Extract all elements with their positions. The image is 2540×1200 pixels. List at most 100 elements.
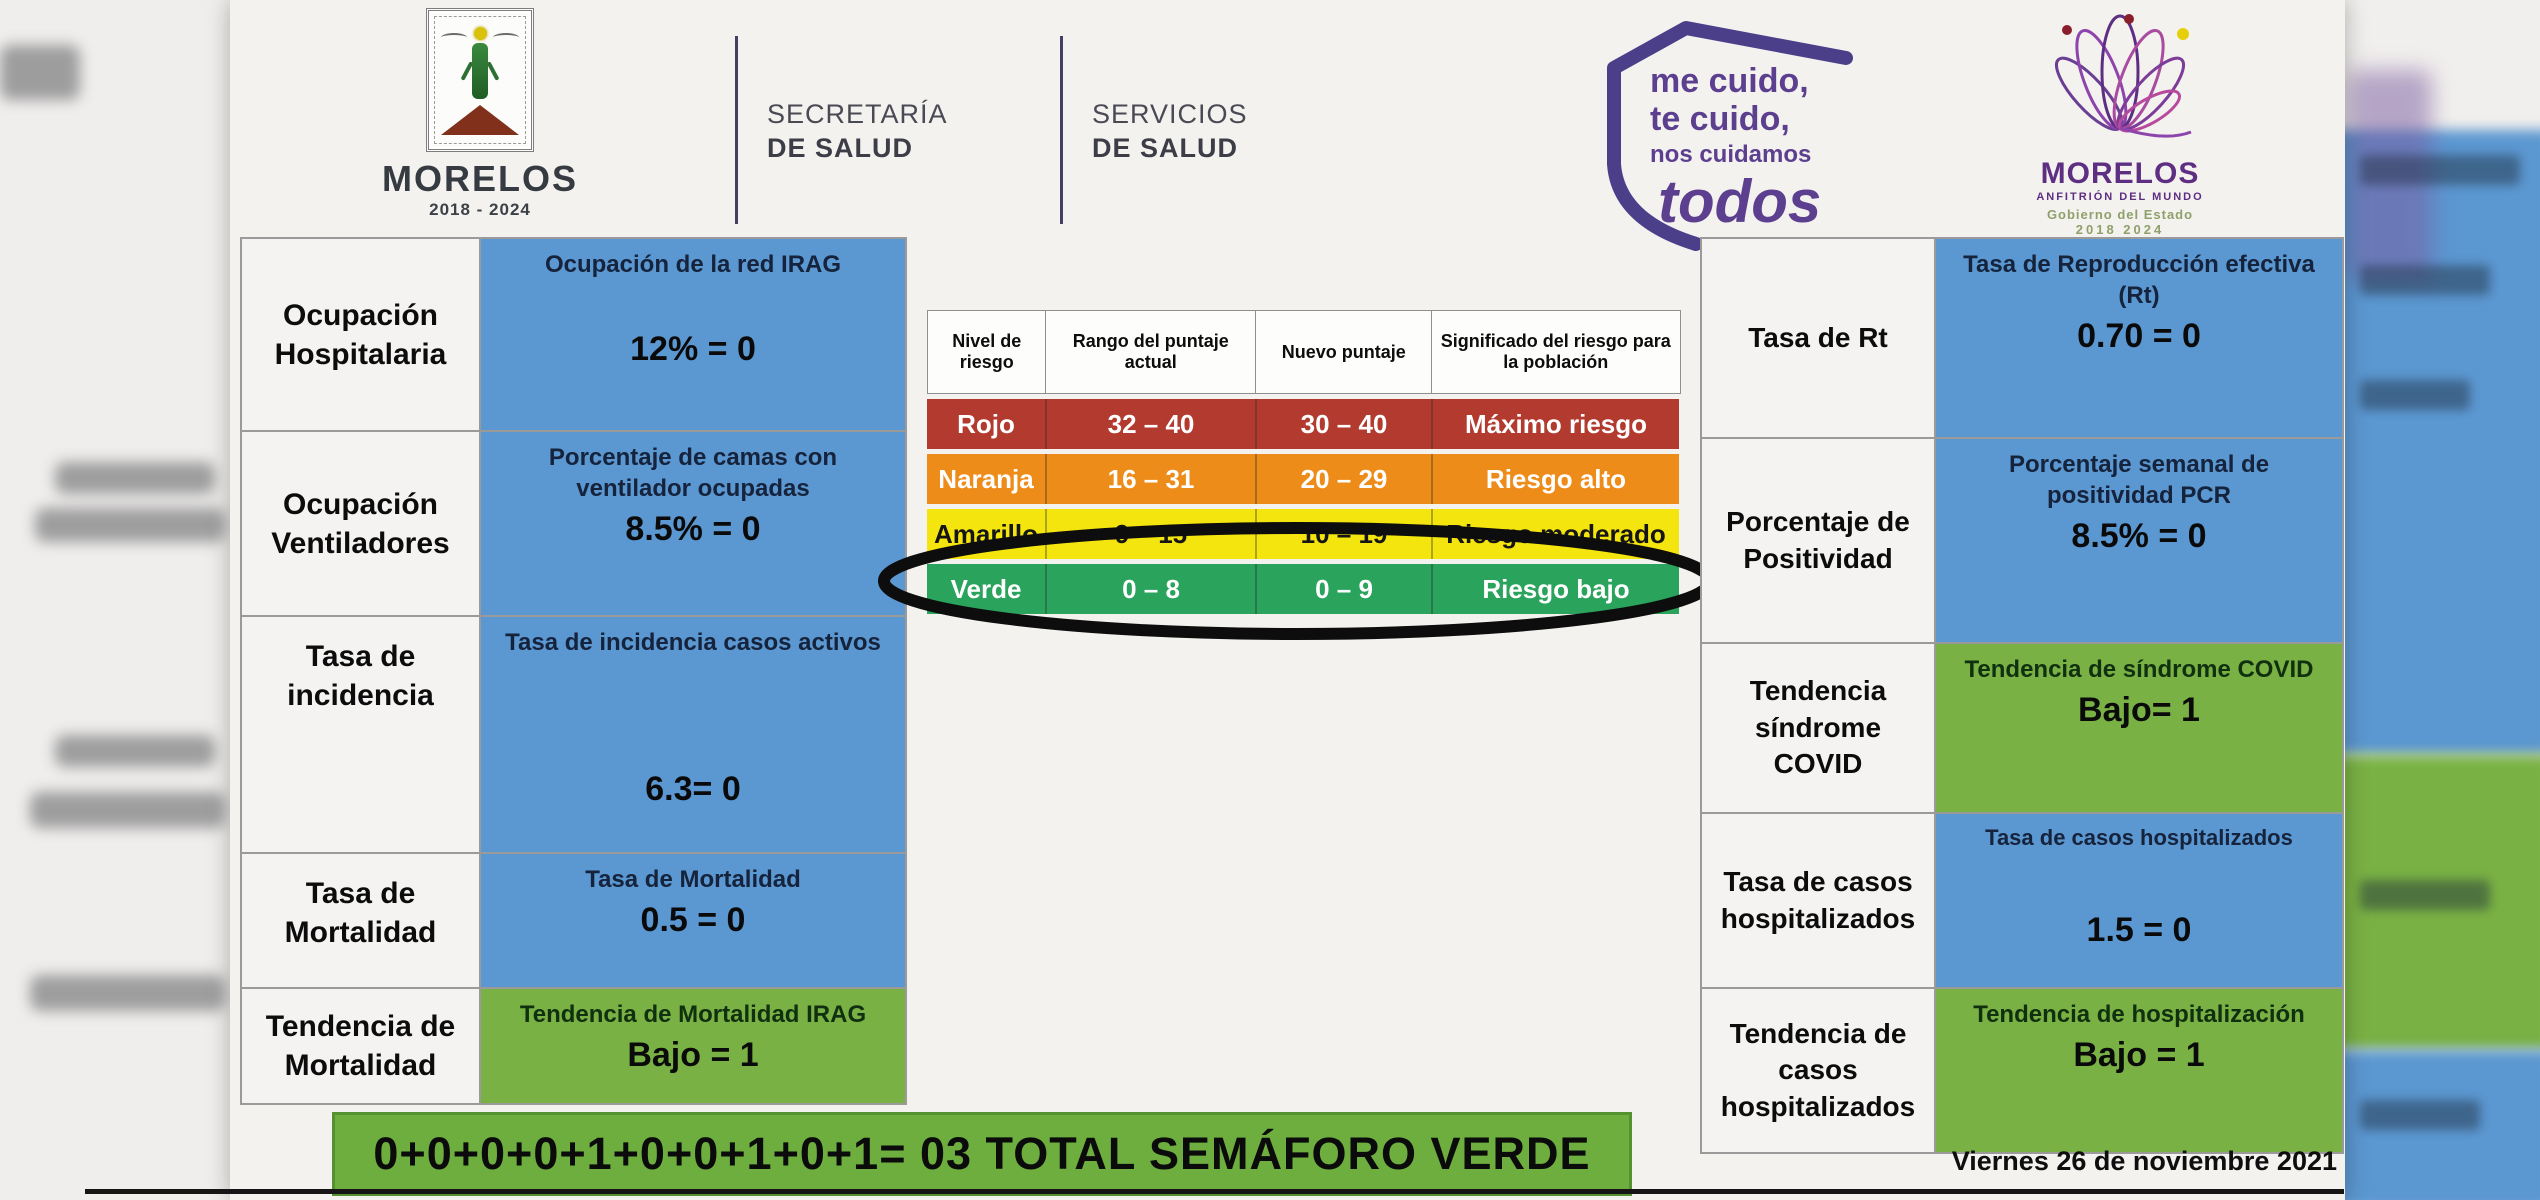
right-indicators-table: Tasa de Rt Tasa de Reproducción efectiva… [1700,237,2344,1154]
risk-header-cell: Significado del riesgo para la población [1431,310,1681,394]
bulletin-panel: MORELOS 2018 - 2024 SECRETARÍA DE SALUD … [230,0,2345,1200]
risk-table-header: Nivel de riesgo Rango del puntaje actual… [927,310,1681,394]
metric-text: Tendencia de hospitalización [1973,1001,2305,1028]
sun-icon [474,27,487,40]
blur-logo-smudge [2348,70,2432,280]
metric-value: Bajo = 1 [627,1036,759,1075]
risk-header-cell: Nivel de riesgo [927,310,1047,394]
morelos-anfitrion-logo: MORELOS ANFITRIÓN DEL MUNDO Gobierno del… [2005,10,2235,237]
indicator-value-cell: Tasa de Mortalidad 0.5 = 0 [481,854,905,987]
metric-text: Ocupación de la red IRAG [544,251,842,278]
risk-meaning: Máximo riesgo [1431,399,1679,449]
blurred-right-margin [2344,0,2540,1200]
secretaria-de-salud-logo: SECRETARÍA DE SALUD [767,98,948,166]
badge-line3: nos cuidamos [1650,141,1811,168]
risk-level: Naranja [938,463,1034,494]
metric-value: 8.5% = 0 [625,510,761,549]
indicator-label: Ocupación Ventiladores [242,432,479,615]
metric-value: 0.70 = 0 [2077,317,2201,356]
indicator-value-cell: Porcentaje de camas con ventilador ocupa… [481,432,905,615]
indicator-value-cell: Tendencia de síndrome COVID Bajo= 1 [1936,644,2342,812]
risk-range-actual: 16 – 31 [1045,454,1255,504]
blurred-left-margin [0,0,232,1200]
metric-text: Tasa de incidencia casos activos [505,629,881,656]
morelos-coat-block: MORELOS 2018 - 2024 [380,8,580,220]
total-semaforo-bar: 0+0+0+0+1+0+0+1+0+1= 03 TOTAL SEMÁFORO V… [332,1112,1632,1196]
metric-value: 1.5 = 0 [2086,910,2192,949]
coat-inner-frame [434,16,526,144]
risk-new-range: 10 – 19 [1255,509,1431,559]
blur-text-blob [55,462,215,494]
risk-row-naranja: Naranja 16 – 31 20 – 29 Riesgo alto [927,454,1679,504]
lotus-flower-icon [2054,14,2192,138]
metric-value: Bajo = 1 [2073,1036,2205,1075]
indicator-label: Tendencia síndrome COVID [1702,644,1934,812]
servicios-de-salud-logo: SERVICIOS DE SALUD [1092,98,1248,166]
risk-level: Verde [950,573,1022,604]
header-divider [735,36,738,224]
secretaria-line1: SECRETARÍA [767,99,948,129]
bird-icon [493,33,519,42]
indicator-label: Tasa de incidencia [242,617,479,852]
coat-subtitle: 2018 - 2024 [429,200,531,219]
blur-blue-band [2344,1050,2540,1200]
risk-meaning: Riesgo bajo [1431,564,1679,614]
indicator-label: Tasa de casos hospitalizados [1702,814,1934,987]
metric-text: Tasa de casos hospitalizados [1985,825,2293,850]
indicator-label: Tendencia de casos hospitalizados [1702,989,1934,1152]
metric-value: Bajo= 1 [2078,691,2200,730]
indicator-value-cell: Porcentaje semanal de positividad PCR 8.… [1936,439,2342,642]
corn-leaf-icon [486,61,500,81]
risk-new-range: 20 – 29 [1255,454,1431,504]
indicator-value-cell: Ocupación de la red IRAG 12% = 0 [481,239,905,430]
badge-line2: te cuido, [1650,100,1790,138]
indicator-value-cell: Tasa de casos hospitalizados 1.5 = 0 [1936,814,2342,987]
servicios-line1: SERVICIOS [1092,99,1248,129]
metric-text: Tendencia de síndrome COVID [1964,656,2314,683]
risk-level-table: Nivel de riesgo Rango del puntaje actual… [927,310,1681,614]
secretaria-line2: DE SALUD [767,132,914,163]
metric-text: Tasa de Reproducción efectiva (Rt) [1963,251,2315,310]
blur-text-blob [35,508,225,542]
metric-text: Porcentaje de camas con ventilador ocupa… [548,444,838,503]
risk-range-actual: 0 – 8 [1045,564,1255,614]
risk-header-cell: Rango del puntaje actual [1045,310,1257,394]
metric-value: 6.3= 0 [645,770,741,809]
badge-line1: me cuido, [1650,62,1809,100]
me-cuido-shield-icon: me cuido, te cuido, nos cuidamos todos [1607,21,1853,251]
indicator-label: Porcentaje de Positividad [1702,439,1934,642]
indicator-value-cell: Tendencia de hospitalización Bajo = 1 [1936,989,2342,1152]
blur-text-blob [30,975,225,1011]
risk-range-actual: 32 – 40 [1045,399,1255,449]
state-logo-title: MORELOS [2040,157,2200,190]
scan-bottom-rule [85,1189,2344,1194]
metric-value: 8.5% = 0 [2071,517,2207,556]
metric-value: 12% = 0 [630,330,756,369]
risk-level: Rojo [957,408,1015,439]
risk-level: Amarillo [933,518,1039,549]
indicator-label: Ocupación Hospitalaria [242,239,479,430]
risk-new-range: 0 – 9 [1255,564,1431,614]
blur-text-blob [30,792,225,828]
date-label: Viernes 26 de noviembre 2021 [1951,1146,2337,1176]
risk-header-cell: Nuevo puntaje [1255,310,1433,394]
indicator-label: Tendencia de Mortalidad [242,989,479,1103]
risk-meaning: Riesgo alto [1431,454,1679,504]
mound-icon [441,105,519,135]
state-logo-subtitle: ANFITRIÓN DEL MUNDO [2036,191,2204,203]
coat-title: MORELOS [381,158,578,199]
risk-range-actual: 9 – 15 [1045,509,1255,559]
metric-text: Porcentaje semanal de positividad PCR [2008,451,2270,510]
indicator-label: Tasa de Mortalidad [242,854,479,987]
metric-value: 0.5 = 0 [640,901,746,940]
badge-line4: todos [1658,168,1821,235]
total-semaforo-text: 0+0+0+0+1+0+0+1+0+1= 03 TOTAL SEMÁFORO V… [373,1128,1591,1179]
indicator-label: Tasa de Rt [1702,239,1934,437]
risk-meaning: Riesgo moderado [1431,509,1679,559]
servicios-line2: DE SALUD [1092,132,1239,163]
indicator-value-cell: Tasa de incidencia casos activos 6.3= 0 [481,617,905,852]
left-indicators-table: Ocupación Hospitalaria Ocupación de la r… [240,237,907,1105]
metric-text: Tendencia de Mortalidad IRAG [519,1001,867,1028]
state-logo-gov: Gobierno del Estado [2046,207,2194,222]
